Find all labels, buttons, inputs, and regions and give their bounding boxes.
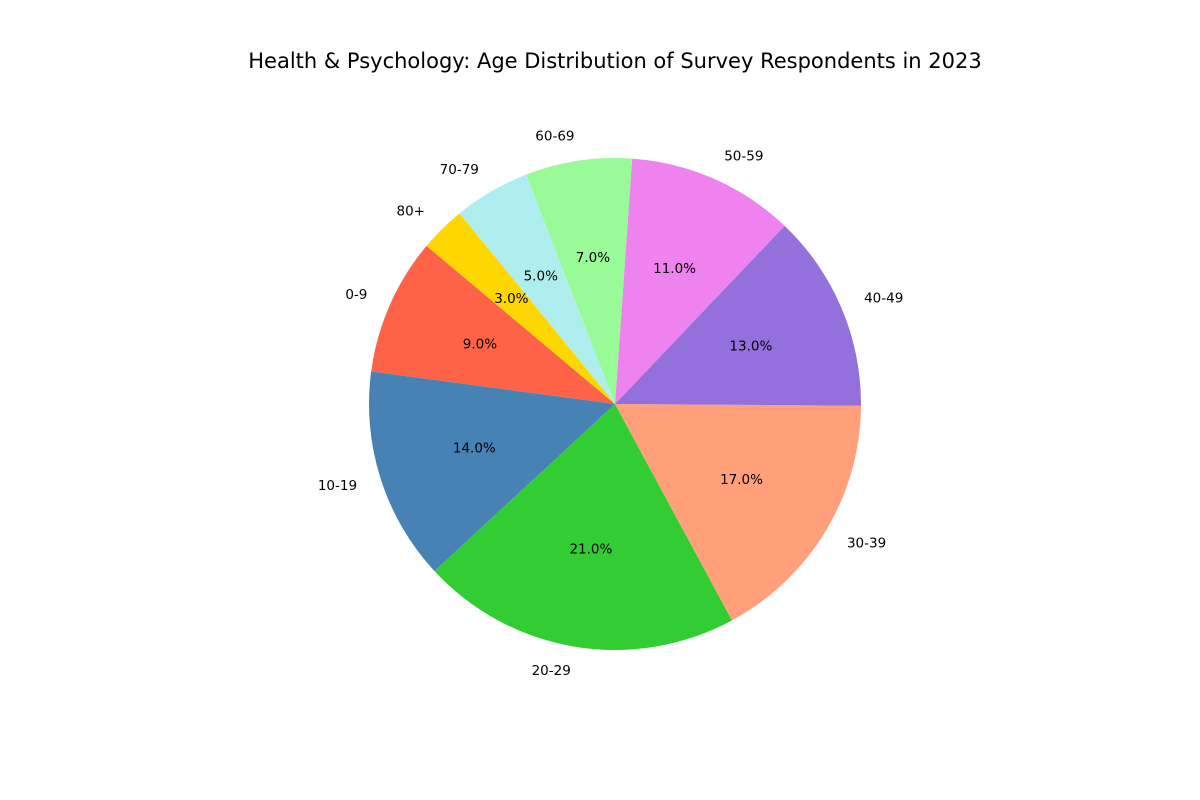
category-label-40-49: 40-49 <box>864 290 903 306</box>
category-labels: 0-9 10-19 20-29 30-39 40-49 50-59 60-69 70-79 80… <box>318 128 903 679</box>
chart-title: Health & Psychology: Age Distribution of… <box>248 49 982 73</box>
percent-label-80+: 3.0% <box>494 291 528 307</box>
pie-slice-50-59 <box>615 158 785 404</box>
percent-label-10-19: 14.0% <box>453 441 496 457</box>
percent-label-50-59: 11.0% <box>653 261 696 277</box>
pie-slice-0-9 <box>371 245 615 404</box>
pie-slices <box>368 158 861 650</box>
percent-label-70-79: 5.0% <box>524 268 558 284</box>
category-label-60-69: 60-69 <box>535 128 574 144</box>
pie-slice-30-39 <box>615 404 861 621</box>
percent-label-30-39: 17.0% <box>720 472 763 488</box>
percent-label-20-29: 21.0% <box>569 542 612 558</box>
category-label-80+: 80+ <box>397 203 426 219</box>
pie-slice-70-79 <box>459 174 615 404</box>
pie-slice-20-29 <box>434 404 732 650</box>
category-label-10-19: 10-19 <box>318 478 357 494</box>
percent-label-0-9: 9.0% <box>463 336 497 352</box>
percent-label-40-49: 13.0% <box>729 338 772 354</box>
pie-slice-40-49 <box>615 225 861 406</box>
pie-slice-10-19 <box>368 371 615 572</box>
category-label-0-9: 0-9 <box>345 287 367 303</box>
pie-slice-80+ <box>426 213 615 404</box>
category-label-30-39: 30-39 <box>847 535 886 551</box>
pie-slice-60-69 <box>526 158 633 404</box>
category-label-50-59: 50-59 <box>724 148 763 164</box>
percent-label-60-69: 7.0% <box>576 250 610 266</box>
category-label-70-79: 70-79 <box>440 162 479 178</box>
category-label-20-29: 20-29 <box>532 663 571 679</box>
percent-labels: 9.0% 14.0% 21.0% 17.0% 13.0% 11.0% 7.0% 5.0% 3.0… <box>453 250 773 558</box>
